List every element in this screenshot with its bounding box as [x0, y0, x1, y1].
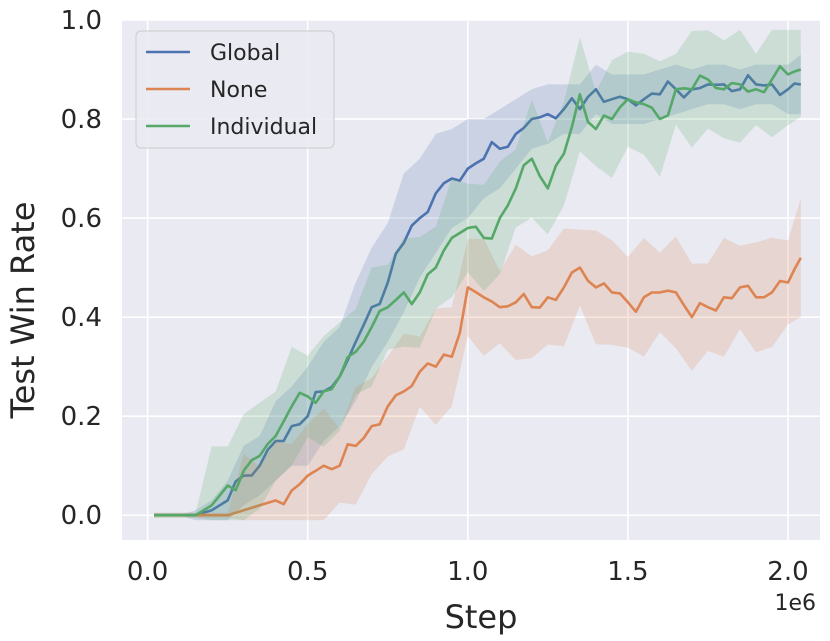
- confidence-band-individual: [154, 29, 801, 521]
- legend-label-global: Global: [210, 41, 280, 66]
- y-tick-label: 0.2: [61, 402, 102, 432]
- y-tick-label: 0.0: [61, 501, 102, 531]
- y-tick-label: 0.6: [61, 204, 102, 234]
- x-axis-label: Step: [445, 598, 518, 636]
- y-tick-label: 1.0: [61, 6, 102, 36]
- x-tick-label: 0.0: [127, 557, 168, 587]
- series-line-global: [154, 74, 801, 517]
- series-line-none: [154, 257, 802, 517]
- legend-label-none: None: [210, 78, 267, 103]
- series-line-individual: [154, 65, 802, 517]
- x-offset-label: 1e6: [774, 591, 816, 616]
- x-tick-label: 2.0: [767, 557, 808, 587]
- y-tick-label: 0.8: [61, 105, 102, 135]
- y-tick-label: 0.4: [61, 303, 102, 333]
- legend-box: [135, 30, 335, 149]
- y-axis-label: Test Win Rate: [4, 202, 42, 420]
- confidence-band-none: [154, 198, 801, 521]
- x-tick-label: 1.5: [607, 557, 648, 587]
- legend-label-individual: Individual: [210, 115, 317, 140]
- x-tick-label: 1.0: [447, 557, 488, 587]
- x-tick-label: 0.5: [287, 557, 328, 587]
- legend: Global None Individual: [135, 30, 335, 149]
